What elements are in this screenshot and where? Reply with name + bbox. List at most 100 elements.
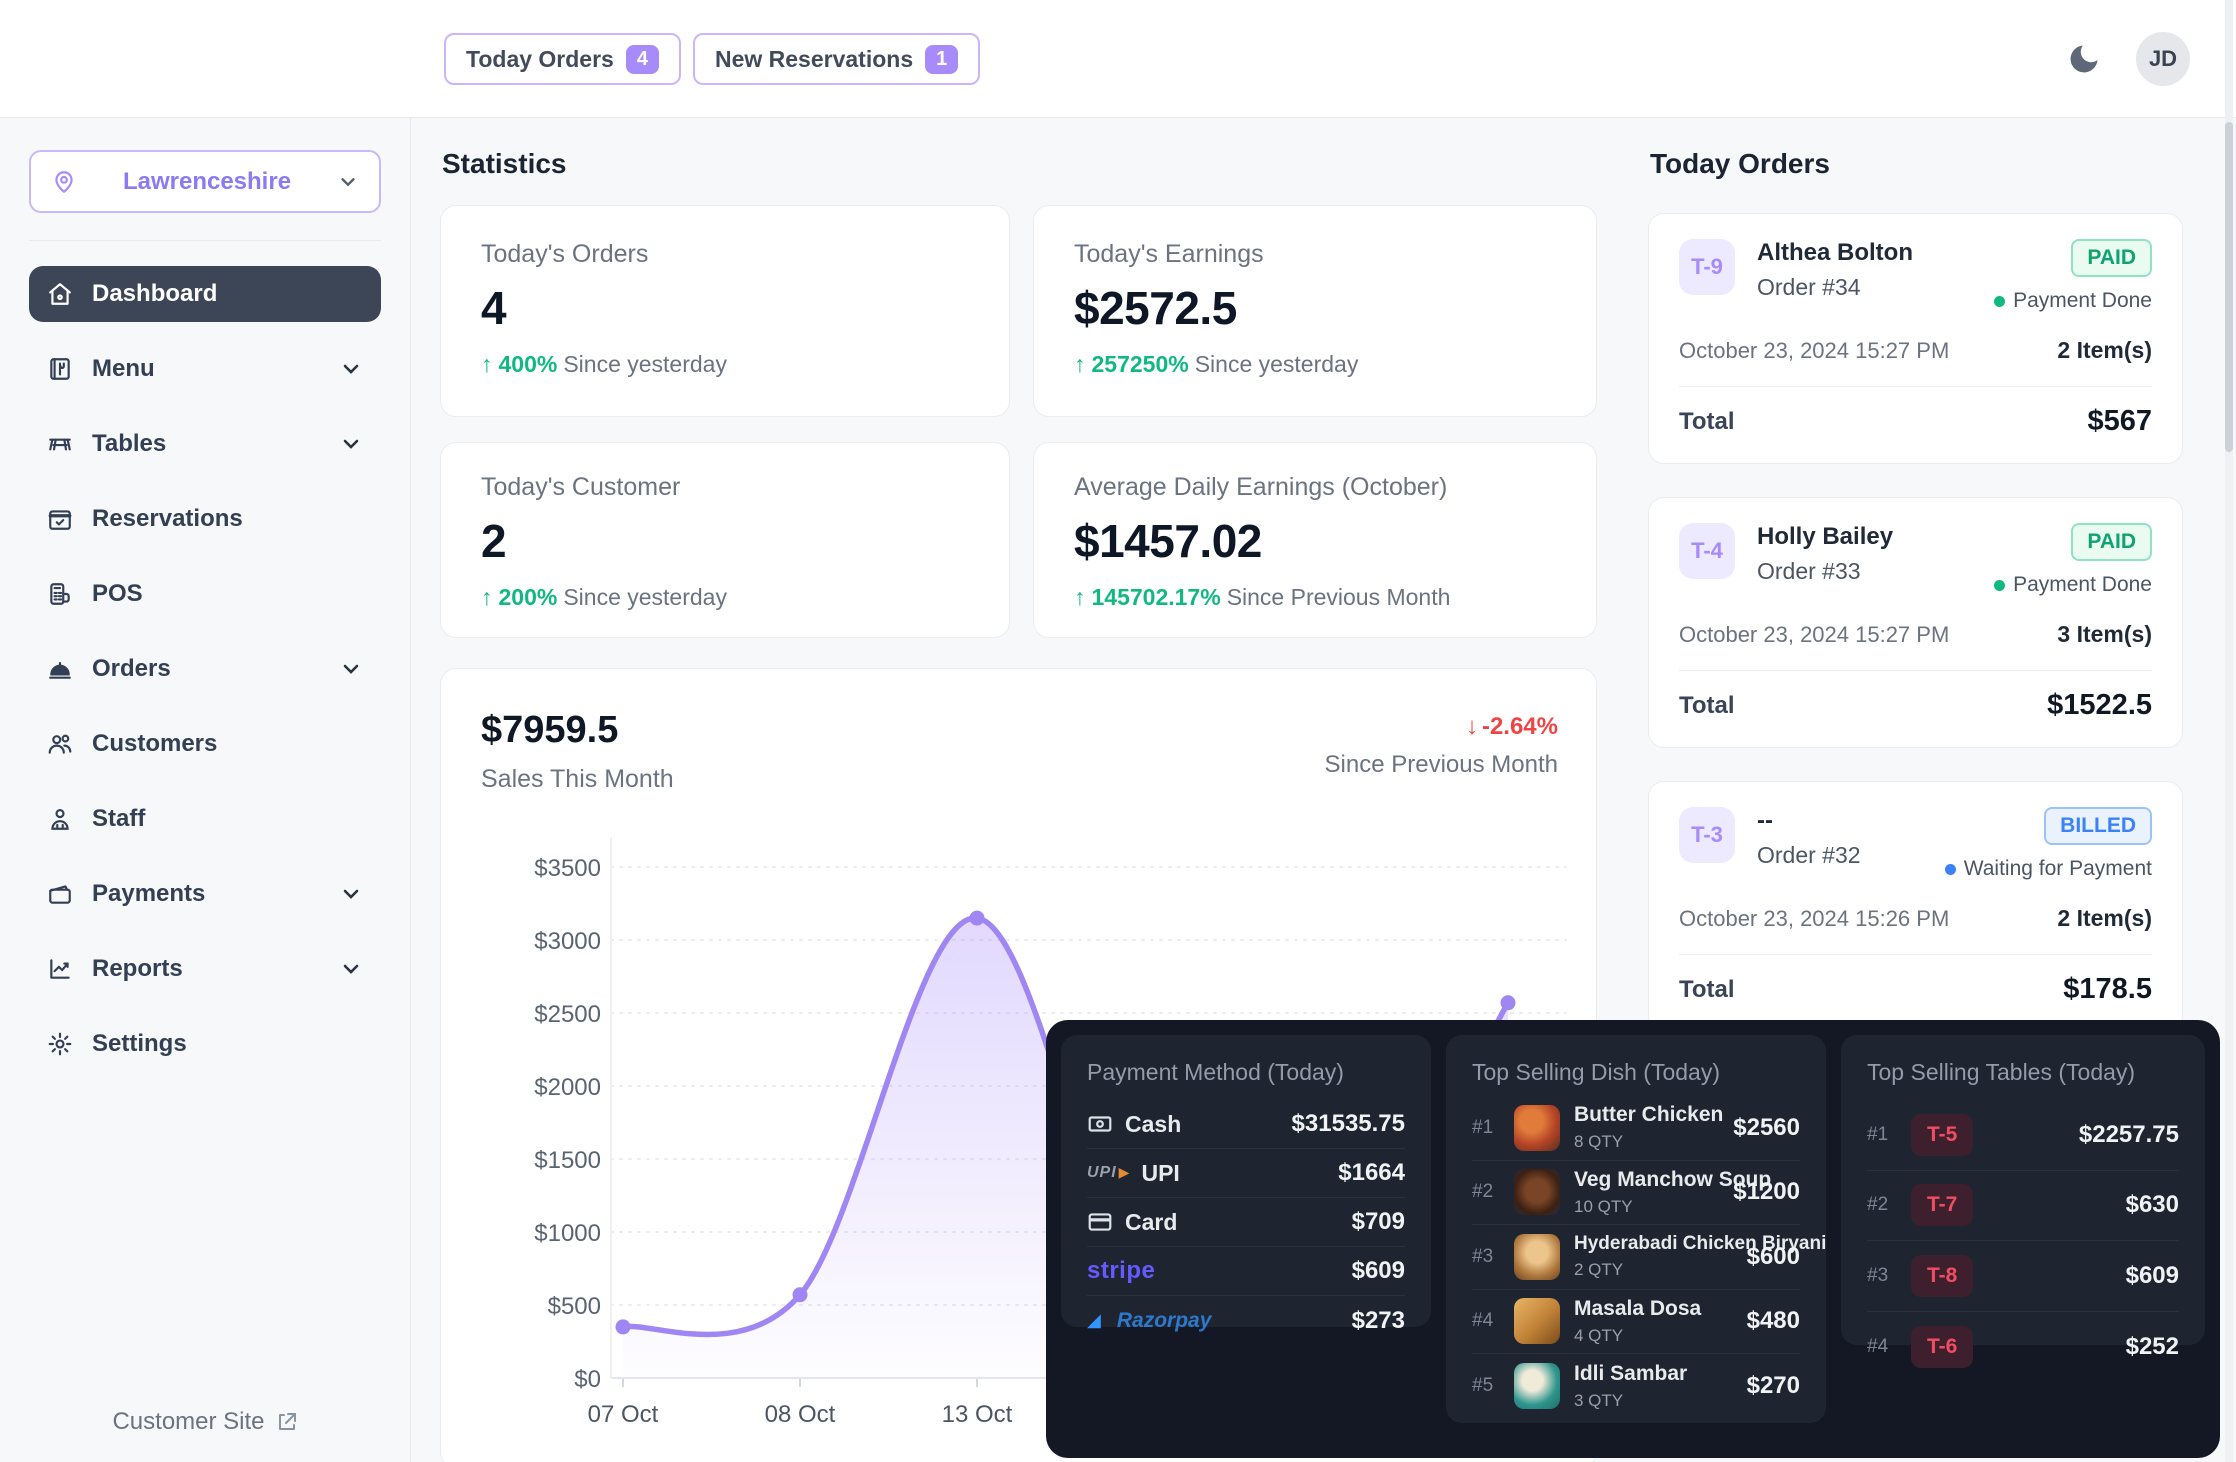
top-selling-tables-title: Top Selling Tables (Today) — [1867, 1059, 2136, 1085]
stat-delta: ↑ 400% Since yesterday — [481, 351, 969, 378]
stat-delta-period: Since yesterday — [563, 351, 727, 377]
sidebar-item-menu[interactable]: Menu — [29, 341, 381, 397]
scrollbar-track[interactable] — [2225, 0, 2233, 1462]
topbar: Today Orders 4 New Reservations 1 JD — [0, 0, 2236, 118]
dish-name: Veg Manchow Soup — [1574, 1167, 1772, 1191]
stat-card-todays-orders: Today's Orders 4 ↑ 400% Since yesterday — [440, 205, 1010, 417]
sidebar-item-label: Dashboard — [92, 280, 218, 307]
dish-row: #2 Veg Manchow Soup 10 QTY $1200 — [1472, 1161, 1800, 1225]
table-badge: T-3 — [1679, 807, 1735, 863]
dish-name: Masala Dosa — [1574, 1296, 1702, 1320]
chevron-down-icon — [339, 957, 363, 981]
today-orders-button[interactable]: Today Orders 4 — [444, 33, 681, 85]
order-items-count: 2 Item(s) — [2057, 905, 2152, 931]
pos-terminal-icon — [47, 581, 73, 607]
order-meta-row: October 23, 2024 15:27 PM 2 Item(s) — [1679, 337, 2152, 364]
table-name-badge: T-6 — [1911, 1325, 1974, 1368]
order-number: Order #34 — [1757, 274, 1861, 300]
cloche-icon — [47, 656, 73, 682]
sidebar-item-tables[interactable]: Tables — [29, 416, 381, 472]
payment-status-dot — [1944, 863, 1956, 875]
stat-delta-period: Since yesterday — [563, 584, 727, 610]
order-card[interactable]: T-4 Holly Bailey Order #33 PAID Payment … — [1648, 497, 2183, 748]
sidebar-divider — [29, 240, 381, 241]
topbar-right: JD — [2062, 0, 2190, 118]
order-total-label: Total — [1679, 975, 1735, 1003]
stat-label: Average Daily Earnings (October) — [1074, 473, 1448, 501]
sidebar-item-customers[interactable]: Customers — [29, 716, 381, 772]
stat-value: $1457.02 — [1074, 515, 1262, 567]
dish-row: #1 Butter Chicken 8 QTY $2560 — [1472, 1096, 1800, 1161]
svg-text:$500: $500 — [548, 1293, 601, 1320]
dish-qty: 10 QTY — [1574, 1196, 1633, 1216]
dish-name: Butter Chicken — [1574, 1103, 1724, 1127]
sidebar-item-settings[interactable]: Settings — [29, 1016, 381, 1072]
moon-icon — [2066, 41, 2102, 77]
order-card-divider — [1679, 386, 2152, 387]
svg-text:13 Oct: 13 Oct — [942, 1401, 1013, 1428]
order-card-head: T-4 Holly Bailey Order #33 PAID Payment … — [1679, 523, 2152, 597]
sidebar-item-label: Reports — [92, 955, 183, 982]
stat-delta-percent: 200% — [498, 584, 558, 610]
sidebar-item-reservations[interactable]: Reservations — [29, 491, 381, 547]
status-note-text: Payment Done — [2013, 289, 2152, 312]
sidebar-item-dashboard[interactable]: Dashboard — [29, 266, 381, 322]
dish-rank: #1 — [1472, 1116, 1494, 1138]
table-name-badge: T-5 — [1911, 1113, 1974, 1156]
payment-amount: $1664 — [1338, 1159, 1405, 1186]
top-selling-tables-panel: Top Selling Tables (Today) #1 T-5 $2257.… — [1841, 1035, 2205, 1368]
table-badge: T-9 — [1679, 239, 1735, 295]
location-selector[interactable]: Lawrenceshire — [29, 150, 381, 213]
sidebar-item-label: Orders — [92, 655, 171, 682]
sidebar-item-payments[interactable]: Payments — [29, 866, 381, 922]
sidebar-item-label: Payments — [92, 880, 206, 907]
order-total-row: Total $1522.5 — [1679, 689, 2152, 722]
upi-logo: UPI ▶ — [1087, 1164, 1130, 1181]
order-datetime: October 23, 2024 15:27 PM — [1679, 621, 1950, 647]
order-total-value: $1522.5 — [2047, 689, 2152, 721]
order-card[interactable]: T-3 -- Order #32 BILLED Waiting for Paym… — [1648, 781, 2183, 1032]
order-status-col: PAID Payment Done — [1994, 239, 2152, 313]
order-card[interactable]: T-9 Althea Bolton Order #34 PAID Payment… — [1648, 213, 2183, 464]
theme-toggle-button[interactable] — [2062, 37, 2106, 81]
customer-site-link[interactable]: Customer Site — [0, 1408, 411, 1436]
table-amount: $252 — [2125, 1332, 2179, 1360]
bottom-overlay-panels: Payment Method (Today) Cash $31535.75 UP… — [1046, 1020, 2220, 1458]
sidebar-item-pos[interactable]: POS — [29, 566, 381, 622]
sidebar-item-orders[interactable]: Orders — [29, 641, 381, 697]
status-badge: BILLED — [2044, 807, 2152, 845]
payment-amount: $273 — [1351, 1306, 1405, 1334]
map-pin-icon — [51, 169, 77, 195]
dish-qty: 8 QTY — [1574, 1132, 1624, 1152]
new-reservations-button[interactable]: New Reservations 1 — [692, 33, 981, 85]
new-reservations-count-badge: 1 — [925, 44, 959, 74]
dish-amount: $270 — [1746, 1372, 1800, 1400]
scrollbar-thumb[interactable] — [2225, 122, 2233, 452]
dish-image — [1514, 1233, 1560, 1280]
dish-rank: #2 — [1472, 1181, 1494, 1203]
stats-row-1: Today's Orders 4 ↑ 400% Since yesterday … — [440, 205, 1597, 417]
order-number: Order #32 — [1757, 842, 1861, 868]
card-icon — [1087, 1209, 1113, 1235]
avatar[interactable]: JD — [2136, 32, 2190, 86]
stat-card-average-daily-earnings: Average Daily Earnings (October) $1457.0… — [1033, 442, 1597, 638]
dish-row: #5 Idli Sambar 3 QTY $270 — [1472, 1354, 1800, 1419]
external-link-icon — [275, 1410, 299, 1434]
sidebar-item-reports[interactable]: Reports — [29, 941, 381, 997]
table-rank-row: #3 T-8 $609 — [1867, 1241, 2179, 1312]
dish-image — [1514, 1169, 1560, 1216]
sidebar-item-label: Tables — [92, 430, 167, 457]
order-meta-row: October 23, 2024 15:26 PM 2 Item(s) — [1679, 905, 2152, 932]
svg-text:07 Oct: 07 Oct — [588, 1401, 659, 1428]
payment-amount: $609 — [1351, 1257, 1405, 1284]
dish-rank: #5 — [1472, 1375, 1494, 1397]
top-selling-dish-rows: #1 Butter Chicken 8 QTY $2560 #2 Veg Manc… — [1472, 1096, 1826, 1419]
calendar-check-icon — [47, 506, 73, 532]
cash-icon — [1087, 1111, 1113, 1137]
payment-status-dot — [1994, 579, 2006, 591]
sidebar-item-staff[interactable]: Staff — [29, 791, 381, 847]
payment-method-panel: Payment Method (Today) Cash $31535.75 UP… — [1061, 1035, 1431, 1334]
table-name-badge: T-7 — [1911, 1184, 1974, 1227]
table-amount: $630 — [2125, 1191, 2179, 1219]
payment-method-rows: Cash $31535.75 UPI ▶ UPI $1664 Card — [1087, 1100, 1405, 1345]
